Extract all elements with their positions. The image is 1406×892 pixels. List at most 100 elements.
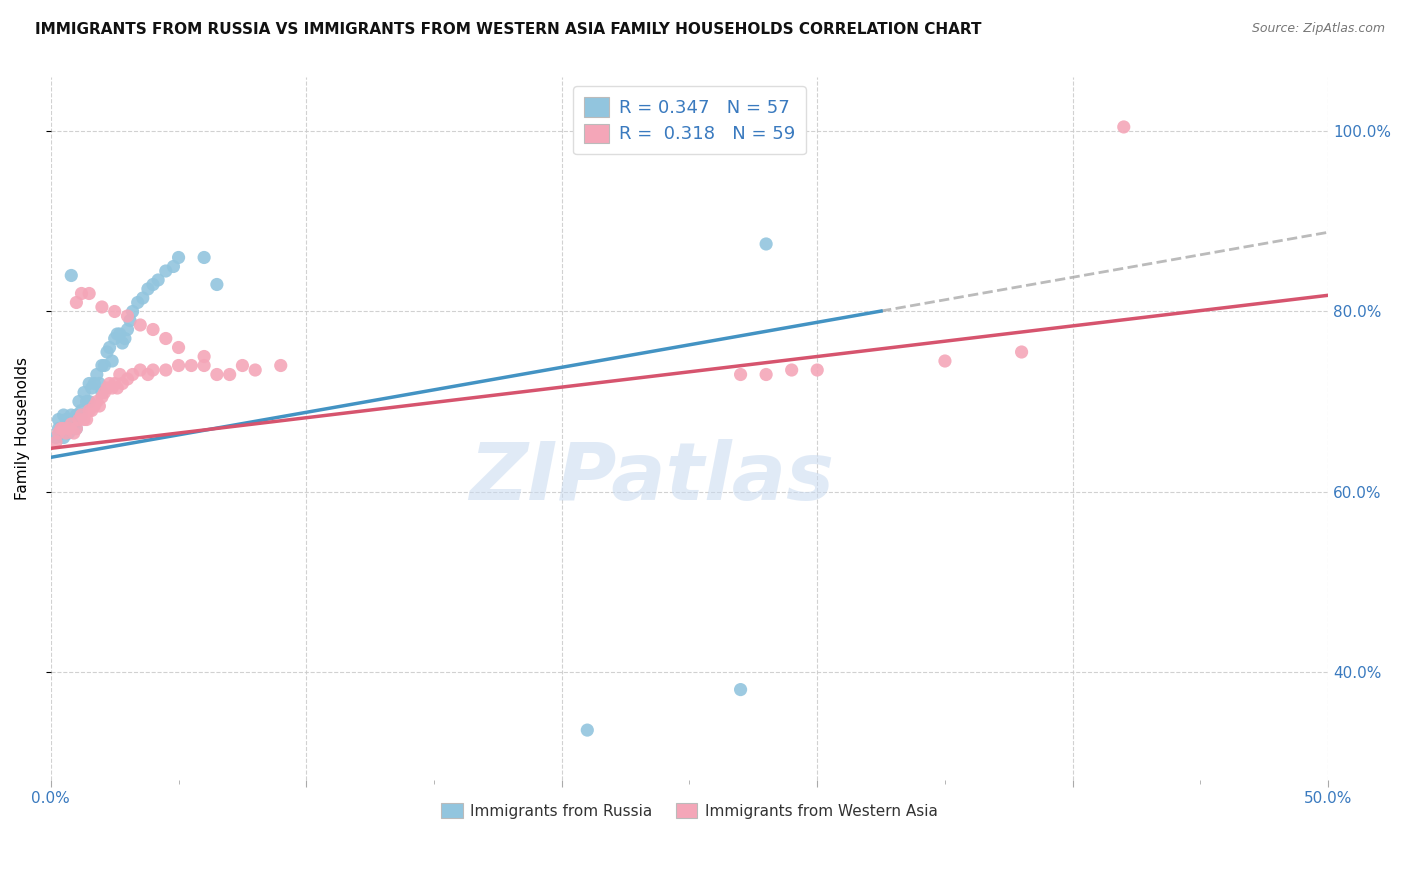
Point	[104, 331, 127, 345]
Point	[49, 421, 72, 435]
Point	[142, 322, 165, 336]
Point	[167, 341, 190, 355]
Point	[86, 394, 108, 409]
Point	[205, 368, 228, 382]
Point	[73, 385, 96, 400]
Point	[755, 237, 778, 252]
Point	[180, 359, 202, 373]
Point	[55, 421, 77, 435]
Point	[101, 354, 124, 368]
Point	[142, 277, 165, 292]
Legend: Immigrants from Russia, Immigrants from Western Asia: Immigrants from Russia, Immigrants from …	[436, 797, 943, 824]
Point	[83, 399, 105, 413]
Point	[55, 425, 77, 440]
Point	[193, 251, 215, 265]
Point	[76, 394, 98, 409]
Point	[218, 368, 240, 382]
Point	[117, 309, 139, 323]
Point	[121, 368, 143, 382]
Point	[77, 403, 100, 417]
Point	[49, 421, 72, 435]
Point	[167, 359, 190, 373]
Point	[730, 368, 752, 382]
Point	[93, 359, 115, 373]
Point	[1112, 120, 1135, 134]
Text: ZIPatlas: ZIPatlas	[468, 439, 834, 516]
Point	[65, 421, 87, 435]
Point	[45, 430, 67, 444]
Point	[52, 430, 75, 444]
Point	[129, 363, 152, 377]
Point	[67, 394, 90, 409]
Point	[80, 403, 103, 417]
Point	[89, 399, 111, 413]
Point	[67, 412, 90, 426]
Point	[193, 359, 215, 373]
Point	[132, 291, 155, 305]
Point	[80, 381, 103, 395]
Point	[60, 268, 83, 283]
Point	[155, 331, 177, 345]
Text: IMMIGRANTS FROM RUSSIA VS IMMIGRANTS FROM WESTERN ASIA FAMILY HOUSEHOLDS CORRELA: IMMIGRANTS FROM RUSSIA VS IMMIGRANTS FRO…	[35, 22, 981, 37]
Point	[77, 286, 100, 301]
Point	[58, 425, 80, 440]
Point	[60, 408, 83, 422]
Point	[146, 273, 169, 287]
Text: Source: ZipAtlas.com: Source: ZipAtlas.com	[1251, 22, 1385, 36]
Point	[121, 304, 143, 318]
Point	[118, 313, 141, 327]
Point	[117, 322, 139, 336]
Point	[1011, 345, 1033, 359]
Point	[63, 421, 86, 435]
Point	[127, 295, 149, 310]
Point	[70, 403, 93, 417]
Point	[162, 260, 184, 274]
Point	[108, 368, 131, 382]
Point	[83, 376, 105, 391]
Point	[755, 368, 778, 382]
Point	[98, 376, 121, 391]
Point	[155, 264, 177, 278]
Point	[245, 363, 267, 377]
Point	[58, 421, 80, 435]
Point	[60, 417, 83, 431]
Point	[730, 682, 752, 697]
Point	[96, 345, 118, 359]
Point	[136, 368, 159, 382]
Point	[86, 368, 108, 382]
Point	[48, 412, 70, 426]
Point	[65, 408, 87, 422]
Point	[105, 381, 128, 395]
Point	[52, 421, 75, 435]
Point	[104, 304, 127, 318]
Point	[96, 381, 118, 395]
Point	[60, 421, 83, 435]
Point	[63, 417, 86, 431]
Point	[136, 282, 159, 296]
Point	[90, 359, 112, 373]
Point	[77, 376, 100, 391]
Point	[49, 425, 72, 440]
Point	[780, 363, 803, 377]
Point	[76, 412, 98, 426]
Point	[105, 326, 128, 341]
Point	[73, 412, 96, 426]
Point	[70, 286, 93, 301]
Point	[270, 359, 292, 373]
Point	[48, 421, 70, 435]
Point	[45, 435, 67, 450]
Point	[108, 326, 131, 341]
Point	[90, 390, 112, 404]
Point	[90, 300, 112, 314]
Point	[48, 425, 70, 440]
Y-axis label: Family Households: Family Households	[15, 357, 30, 500]
Point	[205, 277, 228, 292]
Point	[70, 408, 93, 422]
Point	[104, 376, 127, 391]
Point	[111, 376, 134, 391]
Point	[58, 417, 80, 431]
Point	[806, 363, 828, 377]
Point	[129, 318, 152, 332]
Point	[77, 394, 100, 409]
Point	[231, 359, 253, 373]
